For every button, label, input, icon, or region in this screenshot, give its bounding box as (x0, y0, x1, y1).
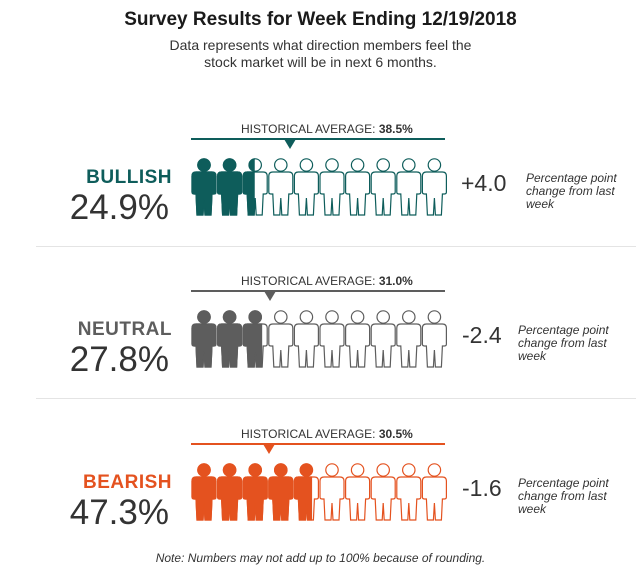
person-icon (370, 463, 396, 521)
person-icon-filled (191, 158, 217, 216)
person-icon-filled (217, 310, 243, 368)
person-icon-filled (242, 463, 268, 521)
change-value: +4.0 (461, 170, 507, 196)
person-icon (396, 463, 422, 521)
pictogram (191, 158, 447, 216)
person-icon-filled (191, 310, 217, 368)
footnote: Note: Numbers may not add up to 100% bec… (155, 551, 486, 565)
person-icon (319, 310, 345, 368)
person-icon (345, 310, 371, 368)
historical-average-value: 38.5% (378, 122, 413, 136)
historical-average-line (191, 138, 445, 140)
subtitle-line-1: Data represents what direction members f… (169, 37, 472, 53)
historical-average-value: 30.5% (378, 427, 413, 441)
person-icon (293, 158, 319, 216)
row-divider (36, 398, 636, 399)
category-label: NEUTRAL (77, 319, 172, 340)
historical-average-text: HISTORICAL AVERAGE: (241, 427, 379, 441)
person-icon-filled (242, 158, 255, 216)
subtitle-line-2: stock market will be in next 6 months. (204, 54, 437, 70)
historical-average-line (191, 443, 445, 445)
change-value: -1.6 (462, 475, 502, 501)
pictogram (191, 310, 447, 368)
person-icon-filled (242, 310, 263, 368)
change-value: -2.4 (462, 322, 502, 348)
row-bullish: HISTORICAL AVERAGE: 38.5% BULLISH 24.9% +4.… (0, 118, 641, 268)
person-icon-filled (191, 463, 217, 521)
category-label: BEARISH (82, 472, 172, 493)
category-percent: 24.9% (69, 188, 169, 227)
person-icon (319, 158, 345, 216)
historical-average-label: HISTORICAL AVERAGE: 31.0% (241, 274, 413, 288)
chart-title: Survey Results for Week Ending 12/19/201… (124, 9, 517, 30)
person-icon (396, 158, 422, 216)
person-icon (396, 310, 422, 368)
historical-average-text: HISTORICAL AVERAGE: (241, 122, 379, 136)
person-icon-filled (217, 463, 243, 521)
person-icon-filled (293, 463, 313, 521)
chart-subtitle: Data represents what direction members f… (0, 37, 641, 71)
historical-average-value: 31.0% (378, 274, 413, 288)
person-icon (268, 310, 294, 368)
pictogram (191, 463, 447, 521)
change-note: Percentage point change from last week (518, 476, 609, 516)
historical-average-line (191, 290, 445, 292)
row-neutral: HISTORICAL AVERAGE: 31.0% NEUTRAL 27.8% -2.… (0, 270, 641, 420)
person-icon (345, 158, 371, 216)
person-icon-filled (217, 158, 243, 216)
historical-average-text: HISTORICAL AVERAGE: (241, 274, 379, 288)
category-percent: 27.8% (69, 340, 169, 379)
person-icon (319, 463, 345, 521)
person-icon-filled (268, 463, 294, 521)
category-percent: 47.3% (69, 493, 169, 532)
historical-average-marker (283, 139, 296, 149)
person-icon (421, 158, 447, 216)
person-icon (370, 158, 396, 216)
person-icon (421, 463, 447, 521)
person-icon (268, 158, 294, 216)
person-icon (293, 310, 319, 368)
change-note: Percentage point change from last week (526, 171, 617, 211)
person-icon (370, 310, 396, 368)
historical-average-label: HISTORICAL AVERAGE: 30.5% (241, 427, 413, 441)
row-divider (36, 246, 636, 247)
historical-average-label: HISTORICAL AVERAGE: 38.5% (241, 122, 413, 136)
row-bearish: HISTORICAL AVERAGE: 30.5% BEARISH 47.3% -1.… (0, 423, 641, 573)
change-note: Percentage point change from last week (518, 323, 609, 363)
person-icon (345, 463, 371, 521)
person-icon (421, 310, 447, 368)
historical-average-marker (263, 444, 276, 454)
category-label: BULLISH (86, 167, 172, 188)
historical-average-marker (264, 291, 277, 301)
